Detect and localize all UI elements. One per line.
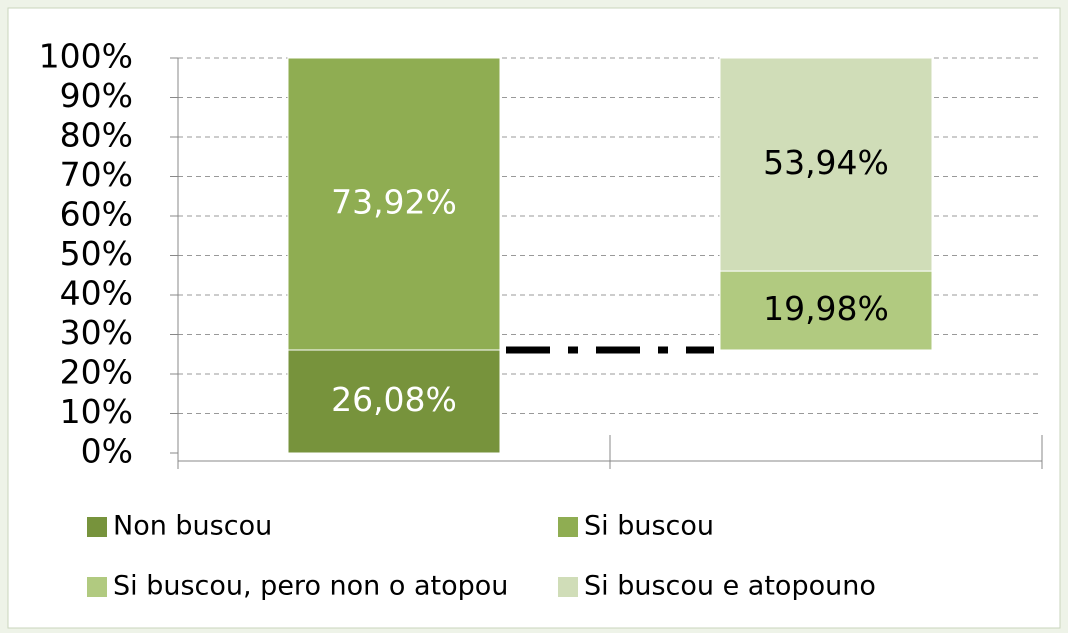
data-label: 53,94% [763, 143, 889, 182]
data-label: 26,08% [331, 380, 457, 419]
y-tick-label: 60% [60, 195, 133, 234]
legend-label: Si buscou, pero non o atopou [113, 571, 508, 602]
bar-segment [287, 349, 501, 454]
bar-segment [719, 270, 933, 351]
y-tick-label: 0% [81, 432, 133, 471]
y-tick-label: 100% [39, 37, 133, 76]
y-tick-label: 30% [60, 313, 133, 352]
legend-swatch [558, 517, 578, 537]
legend-label: Si buscou e atopouno [584, 571, 876, 602]
y-tick-label: 80% [60, 116, 133, 155]
y-tick-label: 40% [60, 274, 133, 313]
y-tick-label: 10% [60, 392, 133, 431]
y-tick-label: 20% [60, 353, 133, 392]
data-label: 19,98% [763, 289, 889, 328]
bar-segment [719, 57, 933, 272]
legend-label: Si buscou [584, 511, 714, 542]
legend-label: Non buscou [113, 511, 272, 542]
y-tick-label: 90% [60, 76, 133, 115]
legend-swatch [87, 517, 107, 537]
legend-swatch [558, 577, 578, 597]
data-label: 73,92% [331, 182, 457, 221]
bar-segment [287, 57, 501, 351]
legend-swatch [87, 577, 107, 597]
y-tick-label: 70% [60, 155, 133, 194]
y-tick-label: 50% [60, 234, 133, 273]
